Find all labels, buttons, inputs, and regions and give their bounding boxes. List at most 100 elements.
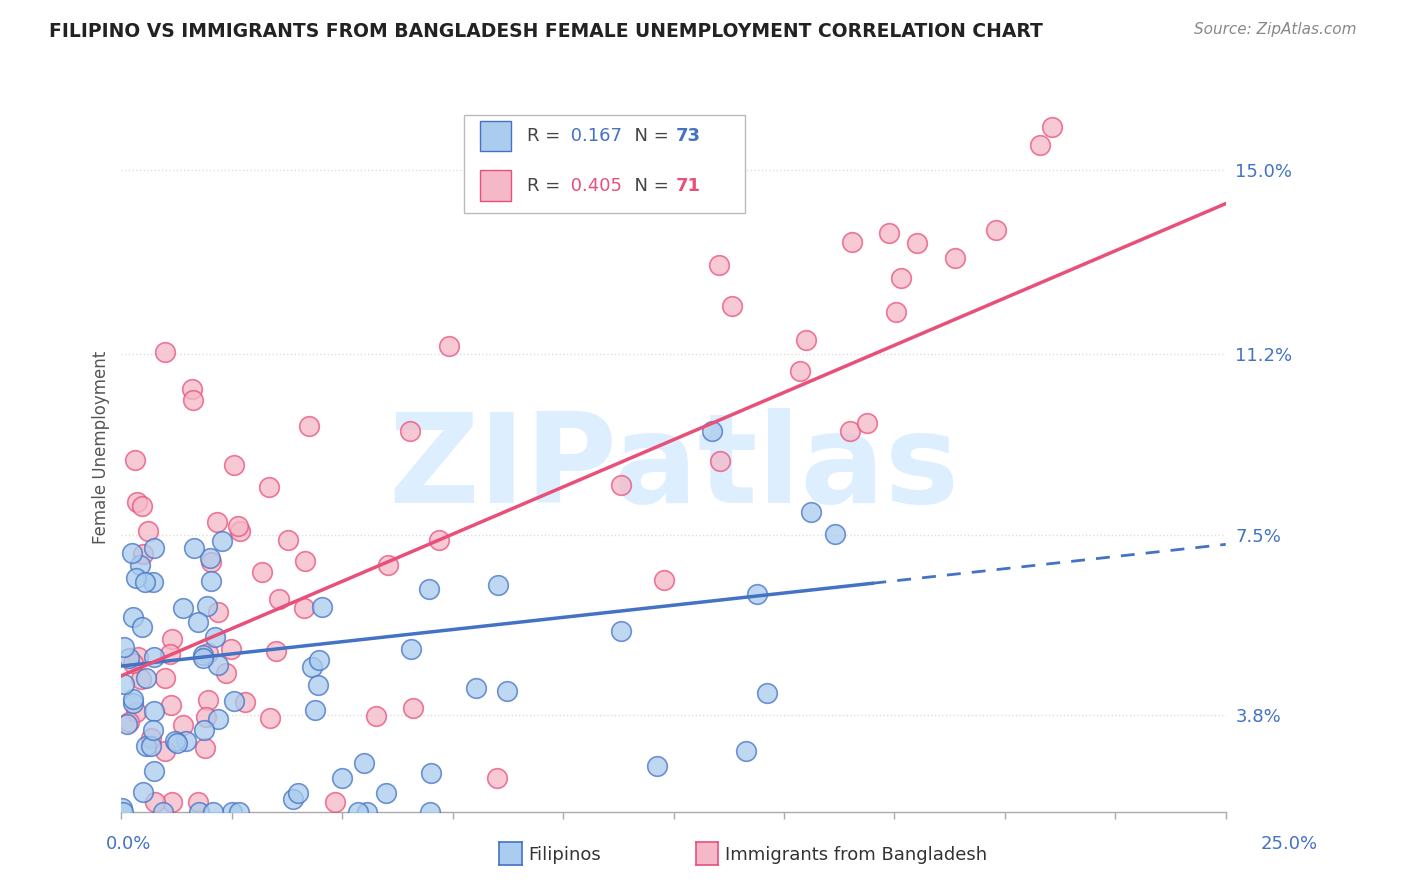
- Point: [905, 235, 928, 250]
- Point: [153, 744, 176, 758]
- Point: [702, 425, 724, 439]
- Point: [399, 641, 422, 656]
- Point: [136, 524, 159, 539]
- Point: [200, 555, 222, 569]
- FancyBboxPatch shape: [481, 120, 512, 152]
- Point: [221, 805, 243, 819]
- Point: [195, 710, 218, 724]
- Point: [194, 741, 217, 756]
- Point: [652, 573, 675, 587]
- Point: [495, 684, 517, 698]
- Point: [419, 766, 441, 780]
- Point: [645, 759, 668, 773]
- Point: [131, 620, 153, 634]
- Point: [202, 805, 225, 819]
- Point: [789, 364, 811, 378]
- Point: [121, 546, 143, 560]
- Point: [193, 648, 215, 662]
- Point: [160, 632, 183, 647]
- Y-axis label: Female Unemployment: Female Unemployment: [93, 351, 110, 543]
- Point: [112, 677, 135, 691]
- Point: [142, 575, 165, 590]
- Point: [187, 795, 209, 809]
- Point: [211, 534, 233, 549]
- Point: [375, 786, 398, 800]
- Point: [1040, 120, 1063, 134]
- Point: [142, 704, 165, 718]
- Point: [143, 795, 166, 809]
- Point: [1029, 138, 1052, 153]
- Point: [143, 649, 166, 664]
- Text: ZIPatlas: ZIPatlas: [388, 409, 959, 529]
- Point: [734, 744, 756, 758]
- Point: [122, 692, 145, 706]
- Point: [166, 736, 188, 750]
- Point: [122, 610, 145, 624]
- Point: [292, 601, 315, 615]
- Point: [294, 554, 316, 568]
- Point: [250, 565, 273, 579]
- Point: [824, 527, 846, 541]
- Point: [709, 454, 731, 468]
- FancyBboxPatch shape: [464, 115, 745, 213]
- Text: 0.405: 0.405: [565, 177, 623, 194]
- Text: 71: 71: [676, 177, 700, 194]
- Point: [377, 558, 399, 573]
- Point: [112, 805, 135, 819]
- Text: R =: R =: [527, 177, 565, 194]
- Point: [943, 251, 966, 265]
- Point: [125, 495, 148, 509]
- Point: [884, 304, 907, 318]
- Point: [135, 739, 157, 753]
- Point: [141, 731, 163, 745]
- Point: [128, 558, 150, 573]
- Point: [264, 644, 287, 658]
- Point: [304, 703, 326, 717]
- Point: [219, 642, 242, 657]
- Point: [172, 601, 194, 615]
- Text: 73: 73: [676, 127, 700, 145]
- Point: [121, 696, 143, 710]
- Text: R =: R =: [527, 127, 565, 145]
- Point: [259, 711, 281, 725]
- Point: [794, 333, 817, 347]
- Point: [311, 599, 333, 614]
- Point: [127, 650, 149, 665]
- Point: [841, 235, 863, 250]
- Point: [308, 653, 330, 667]
- Text: 0.0%: 0.0%: [105, 835, 150, 853]
- Point: [131, 499, 153, 513]
- Point: [131, 673, 153, 687]
- Point: [399, 425, 422, 439]
- Point: [204, 630, 226, 644]
- Point: [721, 299, 744, 313]
- Point: [276, 533, 298, 547]
- Text: FILIPINO VS IMMIGRANTS FROM BANGLADESH FEMALE UNEMPLOYMENT CORRELATION CHART: FILIPINO VS IMMIGRANTS FROM BANGLADESH F…: [49, 22, 1043, 41]
- Text: N =: N =: [623, 127, 675, 145]
- Point: [839, 424, 862, 438]
- Point: [183, 541, 205, 555]
- Point: [160, 795, 183, 809]
- Text: 25.0%: 25.0%: [1260, 835, 1317, 853]
- Point: [188, 805, 211, 819]
- Point: [747, 587, 769, 601]
- Point: [353, 756, 375, 771]
- Point: [418, 582, 440, 596]
- Point: [298, 419, 321, 434]
- Point: [124, 453, 146, 467]
- Point: [125, 705, 148, 719]
- Point: [111, 801, 134, 815]
- Point: [224, 458, 246, 472]
- Point: [233, 695, 256, 709]
- Point: [287, 786, 309, 800]
- Point: [114, 640, 136, 655]
- Point: [207, 606, 229, 620]
- Point: [125, 571, 148, 585]
- Point: [181, 393, 204, 408]
- Point: [610, 478, 633, 492]
- Point: [134, 671, 156, 685]
- Point: [257, 480, 280, 494]
- Point: [141, 739, 163, 753]
- Point: [986, 223, 1008, 237]
- Point: [330, 771, 353, 785]
